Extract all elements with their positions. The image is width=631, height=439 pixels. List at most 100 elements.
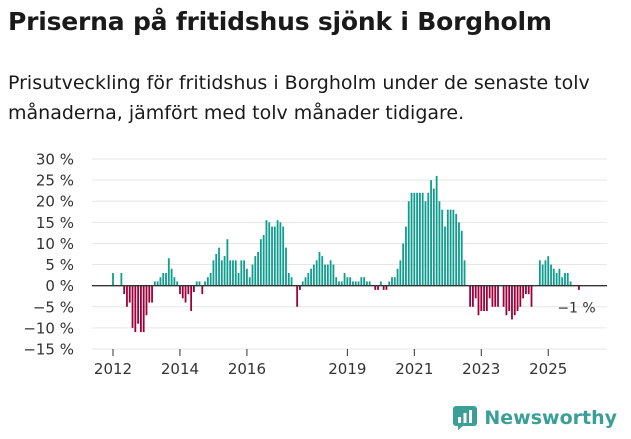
bar [304, 277, 307, 286]
bar [497, 285, 499, 307]
x-tick-label: 2012 [94, 360, 132, 378]
bar [321, 256, 324, 286]
bar [206, 277, 209, 286]
bar [393, 277, 396, 286]
bar [248, 277, 251, 286]
newsworthy-logo-icon [453, 406, 478, 430]
x-tick-label: 2021 [395, 360, 433, 378]
bar [446, 209, 449, 286]
bar [148, 285, 151, 303]
bar [365, 281, 368, 286]
bar [259, 239, 262, 286]
chart-subtitle: Prisutveckling för fritidshus i Borgholm… [8, 72, 590, 124]
bar [312, 264, 315, 286]
bar [315, 260, 318, 286]
bar [273, 226, 276, 286]
bar [187, 285, 190, 295]
bar [485, 285, 488, 311]
bars [112, 175, 580, 333]
x-tick-label: 2023 [462, 360, 500, 378]
bar [156, 281, 159, 286]
y-tick-label: 20 % [36, 193, 74, 211]
bar [352, 281, 354, 286]
bar [552, 268, 555, 286]
bar [419, 192, 421, 286]
bar [340, 281, 343, 286]
bar [379, 281, 382, 286]
bar [151, 285, 153, 303]
bar [223, 256, 226, 286]
bar [173, 277, 176, 286]
bar [240, 260, 243, 286]
bar [413, 192, 416, 286]
bar [502, 285, 505, 307]
bar [324, 264, 326, 286]
bar [483, 285, 485, 311]
bar [193, 285, 195, 292]
bar [550, 264, 552, 286]
bar [538, 260, 541, 286]
bar [310, 268, 312, 286]
bar [276, 220, 279, 286]
bar [368, 281, 371, 286]
bar [212, 260, 215, 286]
chart-title: Priserna på fritidshus sjönk i Borgholm [8, 7, 552, 36]
brand-name: Newsworthy [484, 407, 617, 429]
bar [527, 285, 530, 295]
bar [153, 281, 156, 286]
bar [184, 285, 187, 303]
bar [140, 285, 142, 333]
bar [287, 273, 290, 286]
bar [229, 260, 232, 286]
bar [441, 209, 444, 286]
bar [363, 277, 365, 286]
bar [449, 209, 452, 286]
bar [494, 285, 497, 307]
y-axis-tick-labels: 30 % 25 % 20 % 15 % 10 % 5 % 0 % −5 % −10 % −15 % [23, 151, 74, 359]
bar [167, 258, 170, 286]
bar [145, 285, 148, 316]
bar [564, 273, 566, 286]
bar [488, 285, 491, 299]
bar [561, 277, 564, 286]
bar [128, 285, 131, 303]
bar [430, 180, 432, 286]
bar [444, 226, 446, 286]
bar [472, 285, 474, 307]
bar [508, 285, 511, 311]
bar [547, 256, 550, 286]
bar [388, 281, 391, 286]
bar [190, 285, 193, 311]
x-tick-label: 2014 [161, 360, 199, 378]
bar [134, 285, 137, 333]
bar [279, 222, 282, 286]
bar [513, 285, 516, 316]
bar [566, 273, 569, 286]
bar [142, 285, 145, 333]
bar [505, 285, 508, 316]
bar [452, 209, 455, 286]
bar [137, 285, 140, 324]
bar [120, 273, 123, 286]
bar [335, 277, 338, 286]
y-tick-label: −15 % [23, 341, 74, 359]
bar [405, 226, 407, 286]
x-tick-label: 2016 [228, 360, 266, 378]
bar [209, 273, 212, 286]
bar [455, 213, 458, 286]
bar [424, 201, 427, 286]
x-axis: 2012 2014 2016 2019 2021 2023 2025 [94, 349, 567, 378]
bar [410, 192, 413, 286]
bar [162, 273, 165, 286]
bar [522, 285, 525, 299]
bar [578, 285, 580, 290]
bar [176, 281, 179, 286]
y-tick-label: 25 % [36, 172, 74, 190]
newsworthy-brand: Newsworthy [452, 405, 617, 431]
bar [265, 220, 268, 286]
bar [421, 192, 424, 286]
bar [170, 268, 173, 286]
bar [385, 285, 388, 290]
x-tick-label: 2025 [529, 360, 567, 378]
bar [555, 273, 558, 286]
